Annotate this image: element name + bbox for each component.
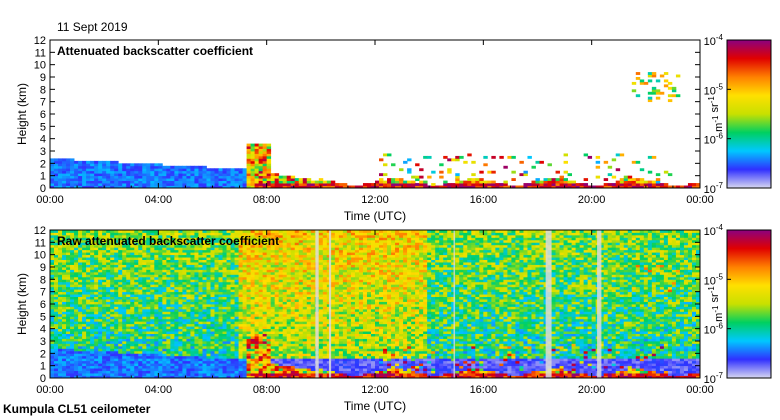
site-label: Kumpula CL51 ceilometer bbox=[3, 402, 151, 416]
panel2-streak bbox=[328, 230, 332, 378]
panel2-colorbar bbox=[726, 229, 772, 379]
panel1-ytick-label: 12 bbox=[34, 35, 46, 47]
panel2-colorbar-label: 10-4 bbox=[704, 223, 724, 238]
panel1-colorbar-label: 10-4 bbox=[704, 33, 724, 48]
panel1-colorbar-label: 10-5 bbox=[704, 82, 724, 97]
panel2-xtick-label: 08:00 bbox=[253, 384, 281, 396]
panel2-xtick-label: 04:00 bbox=[145, 384, 173, 396]
panel2-ytick-label: 12 bbox=[34, 225, 46, 237]
panel1-ytick-label: 0 bbox=[40, 183, 46, 195]
panel1-ytick-label: 7 bbox=[40, 97, 46, 109]
panel2-streak bbox=[315, 230, 319, 378]
panel2-ytick-label: 8 bbox=[40, 274, 46, 286]
panel1-colorbar-label: 10-6 bbox=[704, 132, 724, 147]
panel2-field bbox=[50, 230, 701, 379]
panel1-ytick-label: 6 bbox=[40, 109, 46, 121]
panel1-title: Attenuated backscatter coefficient bbox=[57, 44, 253, 58]
panel1-colorbar-label: 10-7 bbox=[704, 181, 724, 196]
panel1-xtick-label: 08:00 bbox=[253, 194, 281, 206]
panel2-ytick-label: 9 bbox=[40, 262, 46, 274]
panel1-xtick-label: 20:00 bbox=[578, 194, 606, 206]
panel2-colorbar-unit: m-1 sr-1 bbox=[707, 286, 725, 322]
panel2-ytick-label: 4 bbox=[40, 324, 46, 336]
panel1-colorbar-unit: m-1 sr-1 bbox=[707, 96, 725, 132]
panel2-ytick-label: 2 bbox=[40, 348, 46, 360]
panel1-ytick-label: 3 bbox=[40, 146, 46, 158]
panel1-ylabel: Height (km) bbox=[15, 83, 29, 145]
panel2-ytick-label: 6 bbox=[40, 299, 46, 311]
panel2-ytick-label: 0 bbox=[40, 373, 46, 385]
panel2-ytick-label: 11 bbox=[35, 237, 46, 249]
panel1-ytick-label: 11 bbox=[35, 47, 46, 59]
panel1-ytick-label: 10 bbox=[34, 60, 46, 72]
date-label: 11 Sept 2019 bbox=[57, 20, 128, 34]
panel2-colorbar-label: 10-5 bbox=[704, 272, 724, 287]
panel1-xlabel: Time (UTC) bbox=[344, 209, 406, 223]
panel1-field bbox=[50, 72, 701, 189]
panel1-ytick-label: 9 bbox=[40, 72, 46, 84]
panel2-ytick-label: 10 bbox=[34, 250, 46, 262]
panel2-xtick-label: 16:00 bbox=[470, 384, 498, 396]
panel1-xtick-label: 00:00 bbox=[36, 194, 64, 206]
panel1-ytick-label: 2 bbox=[40, 158, 46, 170]
panel2-colorbar-label: 10-7 bbox=[704, 371, 724, 386]
panel2-xtick-label: 12:00 bbox=[361, 384, 389, 396]
panel1-ytick-label: 4 bbox=[40, 134, 46, 146]
panel1-ytick-label: 8 bbox=[40, 84, 46, 96]
panel2-streak bbox=[545, 230, 552, 378]
panel2-xtick-label: 00:00 bbox=[686, 384, 714, 396]
panel2-streak bbox=[597, 230, 602, 378]
panel1-xtick-label: 04:00 bbox=[145, 194, 173, 206]
panel2-xtick-label: 20:00 bbox=[578, 384, 606, 396]
panel1-xtick-label: 16:00 bbox=[470, 194, 498, 206]
panel1-ytick-label: 5 bbox=[40, 121, 46, 133]
panel2-ytick-label: 5 bbox=[40, 311, 46, 323]
panel2-ylabel: Height (km) bbox=[15, 273, 29, 335]
panel1-xtick-label: 00:00 bbox=[686, 194, 714, 206]
panel1-xtick-label: 12:00 bbox=[361, 194, 389, 206]
panel2-streak bbox=[453, 230, 455, 378]
panel1-colorbar bbox=[726, 39, 772, 189]
panel2-ytick-label: 3 bbox=[40, 336, 46, 348]
panel2-title: Raw attenuated backscatter coefficient bbox=[57, 234, 279, 248]
panel1-ytick-label: 1 bbox=[40, 171, 46, 183]
panel2-ytick-label: 1 bbox=[40, 361, 46, 373]
panel2-colorbar-label: 10-6 bbox=[704, 322, 724, 337]
panel2-xlabel: Time (UTC) bbox=[344, 399, 406, 413]
panel2-xtick-label: 00:00 bbox=[36, 384, 64, 396]
panel2-ytick-label: 7 bbox=[40, 287, 46, 299]
